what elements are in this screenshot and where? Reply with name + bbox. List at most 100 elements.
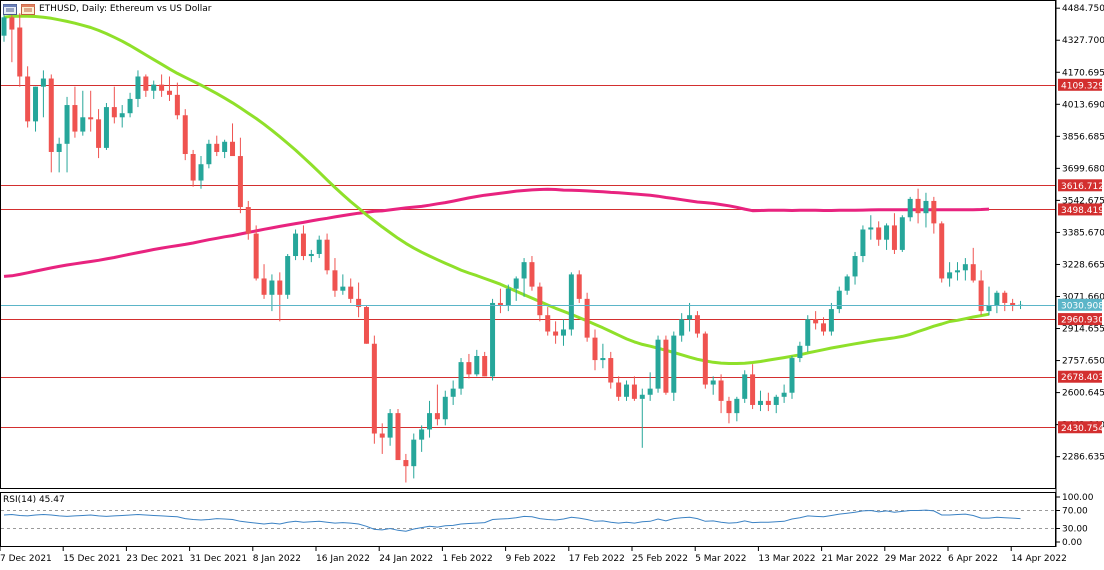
candle [222,139,228,159]
price-tick-label: 4484.750 [1062,4,1104,14]
candle [718,374,724,414]
candle-body [789,358,795,393]
candle [702,331,708,389]
chart-tab-icon[interactable] [21,3,35,15]
candle [143,74,149,97]
candle-body [411,439,417,467]
time-tick-label: 14 Apr 2022 [1011,554,1067,564]
candle-body [64,105,70,144]
candle-body [639,394,645,399]
candle [773,394,779,414]
candle-body [655,339,661,389]
candle [356,282,362,318]
candle-body [40,78,46,87]
candle [411,433,417,479]
candle [876,221,882,246]
candle-body [490,302,496,377]
candle-body [356,298,362,308]
candle [474,349,480,377]
candle-body [505,288,511,305]
time-axis: 7 Dec 2021 15 Dec 2021 23 Dec 2021 31 Dec 2… [0,547,1067,564]
candle-body [72,105,78,132]
candle-body [923,200,929,214]
candle [616,376,622,401]
candle [135,70,141,108]
candle-body [631,384,637,399]
candle-body [718,380,724,401]
price-tick-label: 3542.675 [1062,196,1104,206]
time-tick-label: 6 Apr 2022 [948,554,998,564]
candle [970,247,976,283]
candle [765,392,771,412]
main-panel-frame [0,0,1056,489]
candle [9,5,15,63]
candle-body [127,98,133,114]
rsi-panel-frame [0,492,1056,547]
level-label-box [1058,203,1102,216]
time-tick-label: 5 Mar 2022 [695,554,746,564]
chart-window-icon[interactable] [3,3,17,15]
candle-body [694,315,700,334]
candle [521,258,527,297]
candle [40,70,46,118]
candle [261,264,267,299]
time-tick-label: 25 Feb 2022 [632,554,688,564]
candle-body [143,76,149,91]
candle [1,11,7,42]
level-labels: 4109.329 3616.712 3498.419 2960.930 2678.403… [1058,78,1104,434]
candle [726,396,732,424]
candle [584,292,590,342]
current-price-label: 3030.908 [1061,301,1104,311]
chart-title-row: ETHUSD, Daily: Ethereum vs US Dollar [3,2,211,16]
candle [553,321,559,344]
candle-body [442,396,448,420]
candle-body [348,286,354,299]
candle [332,258,338,297]
candle [899,215,905,252]
candle [797,341,803,363]
candle-body [285,256,291,295]
candle-body [261,278,267,295]
candle [48,74,54,173]
candle [710,376,716,395]
candle [340,274,346,295]
candle-body [742,374,748,399]
candle [734,396,740,422]
time-tick-label: 24 Jan 2022 [379,554,433,564]
candle [631,376,637,401]
candle-body [371,343,377,434]
candle-body [647,388,653,395]
candle [592,329,598,371]
candle-body [710,380,716,385]
candle-body [954,270,960,273]
candle [17,13,23,87]
candle-body [245,207,251,234]
candle [490,298,496,381]
ma-fast-layer [3,14,990,365]
candle [458,358,464,395]
horizontal-levels [1,85,1055,428]
price-tick-label: 4013.690 [1062,100,1104,110]
candle [868,215,874,240]
candle-body [1002,292,1008,303]
candle-body [230,141,236,157]
candle [151,80,157,99]
time-tick-label: 1 Feb 2022 [442,554,492,564]
candle [828,302,834,336]
candle [655,335,661,393]
candle-body [939,223,945,279]
candle-body [805,319,811,346]
candle-body [679,319,685,336]
price-tick-label: 3385.670 [1062,228,1104,238]
level-label-box [1058,179,1102,192]
candle [482,351,488,377]
price-tick-label: 4170.695 [1062,68,1104,78]
candle [624,380,630,401]
candle [269,274,275,312]
candle [371,335,377,444]
candle-body [891,225,897,250]
candle-body [419,429,425,440]
candle [671,331,677,401]
candle-body [33,86,39,122]
